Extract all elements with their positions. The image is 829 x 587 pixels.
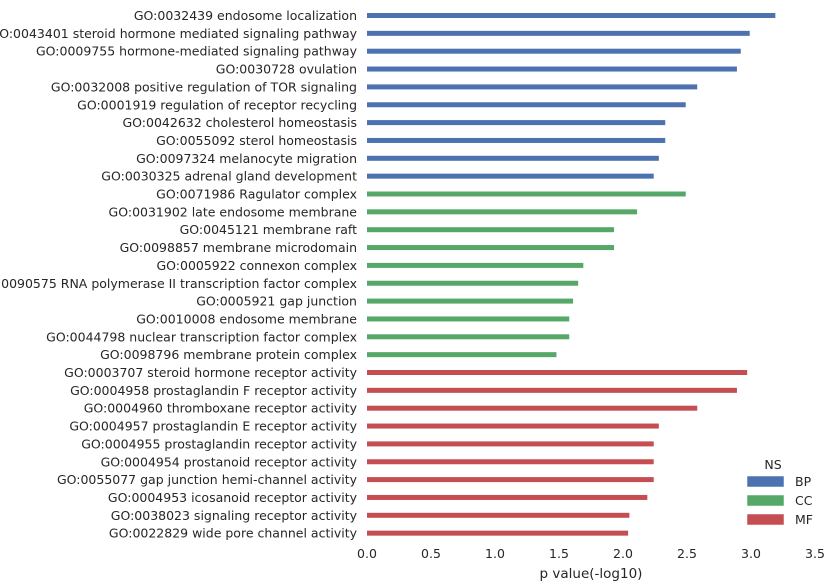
bar-mf (367, 387, 737, 393)
bar-cc (367, 209, 638, 215)
x-tick-label: 1.5 (549, 546, 569, 561)
bar-bp (367, 155, 659, 161)
bar-mf (367, 370, 748, 375)
bar-cc (367, 280, 579, 286)
category-label: GO:0098796 membrane protein complex (100, 347, 357, 362)
legend-swatch-bp (746, 475, 785, 488)
bar-bp (367, 137, 666, 143)
legend-title: NS (764, 457, 781, 472)
x-tick-label: 2.0 (613, 546, 633, 561)
category-label: GO:0031902 late endosome membrane (109, 204, 358, 219)
bar-bp (367, 13, 776, 18)
legend-label: BP (795, 474, 812, 489)
legend-swatch-cc (746, 494, 785, 507)
x-tick-label: 1.0 (485, 546, 505, 561)
category-label: GO:0097324 melanocyte migration (136, 151, 357, 166)
category-label: GO:0022829 wide pore channel activity (109, 526, 358, 541)
bar-cc (367, 298, 574, 304)
bar-mf (367, 530, 629, 536)
category-label: GO:0004953 icosanoid receptor activity (108, 490, 358, 505)
category-label: GO:0004957 prostaglandin E receptor acti… (69, 419, 357, 434)
category-label: GO:0009755 hormone-mediated signaling pa… (36, 44, 358, 59)
category-label: GO:0090575 RNA polymerase II transcripti… (0, 276, 357, 291)
category-label: GO:0032008 positive regulation of TOR si… (51, 79, 357, 94)
category-label: GO:0001919 regulation of receptor recycl… (77, 97, 357, 112)
x-tick-label: 0.0 (357, 546, 377, 561)
legend: NS BP CC MF (746, 457, 813, 527)
bar-cc (367, 334, 570, 340)
x-axis-ticks: 0.0 0.5 1.0 1.5 2.0 2.5 3.0 3.5 (357, 546, 825, 561)
bar-mf (367, 423, 659, 429)
x-tick-label: 3.5 (805, 546, 825, 561)
bar-mf (367, 459, 654, 465)
bar-cc (367, 262, 584, 268)
category-label: GO:0071986 Ragulator complex (156, 187, 357, 202)
category-label: GO:0004960 thromboxane receptor activity (84, 401, 358, 416)
category-label: GO:0004955 prostaglandin receptor activi… (81, 436, 357, 451)
category-label: GO:0003707 steroid hormone receptor acti… (64, 365, 357, 380)
x-tick-label: 3.0 (741, 546, 761, 561)
bar-cc (367, 352, 557, 358)
category-label: GO:0010008 endosome membrane (136, 311, 357, 326)
category-label: GO:0030325 adrenal gland development (101, 169, 357, 184)
x-tick-label: 0.5 (421, 546, 441, 561)
bar-bp (367, 120, 666, 126)
bars-layer (367, 13, 776, 536)
bar-mf (367, 405, 698, 411)
category-label: GO:0098857 membrane microdomain (120, 240, 357, 255)
category-label: GO:0043401 steroid hormone mediated sign… (0, 26, 358, 41)
category-label: GO:0005922 connexon complex (156, 258, 357, 273)
legend-entries: BP CC MF (746, 474, 813, 527)
x-axis-title: p value(-log10) (540, 566, 643, 582)
bar-bp (367, 30, 750, 36)
legend-label: CC (795, 493, 813, 508)
category-label: GO:0038023 signaling receptor activity (111, 508, 358, 523)
category-labels: GO:0032439 endosome localization GO:00434… (0, 8, 358, 541)
bar-mf (367, 477, 654, 483)
category-label: GO:0030728 ovulation (216, 62, 357, 77)
x-tick-label: 2.5 (677, 546, 697, 561)
bar-mf (367, 494, 648, 500)
category-label: GO:0045121 membrane raft (180, 222, 358, 237)
bar-mf (367, 441, 654, 447)
bar-cc (367, 191, 686, 197)
bar-bp (367, 66, 737, 72)
legend-label: MF (795, 512, 813, 527)
category-label: GO:0005921 gap junction (196, 294, 357, 309)
category-label: GO:0044798 nuclear transcription factor … (46, 329, 357, 344)
bar-bp (367, 102, 686, 108)
category-label: GO:0055077 gap junction hemi-channel act… (57, 472, 358, 487)
bar-cc (367, 245, 615, 251)
category-label: GO:0004954 prostanoid receptor activity (101, 454, 358, 469)
bar-cc (367, 227, 615, 233)
bar-mf (367, 512, 630, 518)
bar-cc (367, 316, 570, 322)
legend-swatch-mf (746, 513, 785, 526)
bar-bp (367, 173, 654, 179)
category-label: GO:0004958 prostaglandin F receptor acti… (70, 383, 358, 398)
category-label: GO:0032439 endosome localization (134, 8, 357, 23)
category-label: GO:0042632 cholesterol homeostasis (123, 115, 358, 130)
category-label: GO:0055092 sterol homeostasis (156, 133, 357, 148)
bar-bp (367, 84, 698, 90)
bar-bp (367, 48, 741, 54)
